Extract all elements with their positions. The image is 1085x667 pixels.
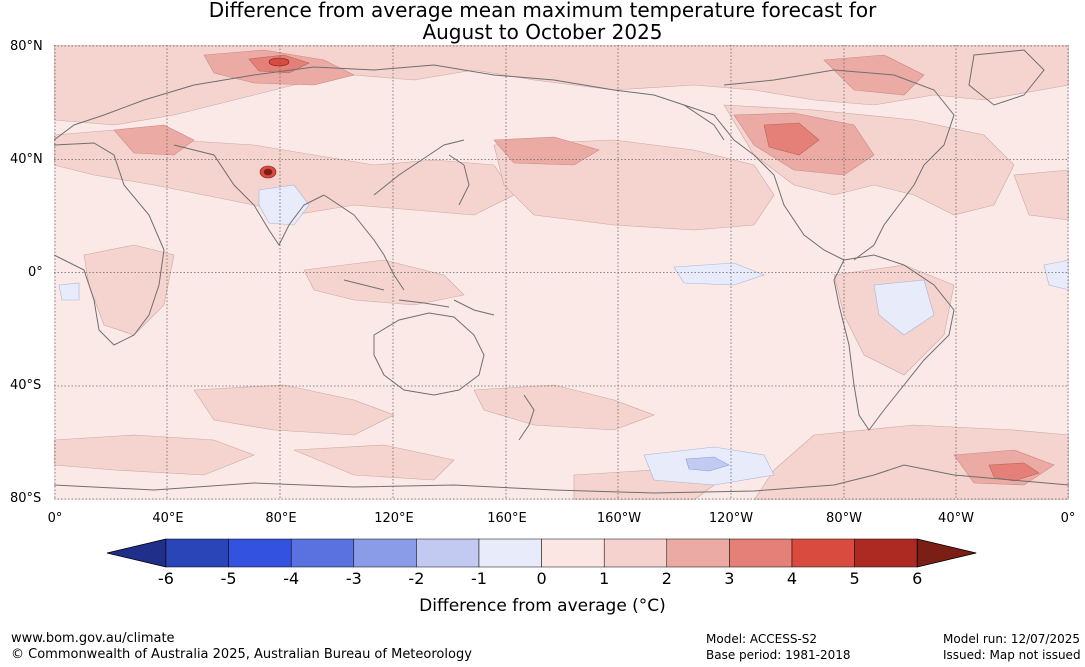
anomaly-minus-1-to-minus-2-region (685, 456, 730, 472)
colorbar-tick-label: -5 (220, 569, 237, 588)
lon-label-40w: 40°W (938, 511, 974, 526)
footer-issued: Issued: Map not issued (943, 648, 1081, 662)
lat-label-40s: 40°S (10, 378, 42, 393)
lon-label-120w: 120°W (708, 511, 754, 526)
colorbar-segment (165, 538, 229, 568)
colorbar-segment (603, 538, 668, 568)
colorbar-tick-label: 4 (786, 569, 798, 588)
footer-copyright: © Commonwealth of Australia 2025, Austra… (11, 647, 472, 662)
colorbar-segment (353, 538, 417, 568)
map-title-line-2: August to October 2025 (422, 20, 663, 44)
colorbar (106, 538, 977, 568)
lat-label-80n: 80°N (10, 39, 43, 54)
colorbar-extension-high (916, 538, 977, 568)
colorbar-segment (666, 538, 730, 568)
anomaly-hot-spots (259, 57, 290, 179)
colorbar-tick-label: -4 (283, 569, 300, 588)
colorbar-segment (290, 538, 355, 568)
colorbar-segment (228, 538, 292, 568)
colorbar-tick-label: -2 (408, 569, 425, 588)
colorbar-tick-label: 1 (599, 569, 610, 588)
lon-label-120e: 120°E (374, 511, 414, 526)
footer-website: www.bom.gov.au/climate (11, 631, 175, 646)
lon-label-160e: 160°E (487, 511, 527, 526)
gridlines (54, 45, 1069, 500)
colorbar-segment (541, 538, 605, 568)
lon-label-0-right: 0° (1060, 511, 1076, 526)
coastlines (54, 49, 1069, 494)
map-title-line-1: Difference from average mean maximum tem… (208, 0, 877, 22)
colorbar-tick-label: 0 (536, 569, 547, 588)
footer-model: Model: ACCESS-S2 (706, 632, 818, 646)
lat-label-40n: 40°N (10, 152, 43, 167)
lon-label-0-left: 0° (47, 511, 63, 526)
footer-base-period: Base period: 1981-2018 (706, 648, 851, 662)
colorbar-tick-label: -3 (345, 569, 362, 588)
anomaly-0-to-minus-1-regions (58, 184, 1069, 486)
colorbar-segment (478, 538, 542, 568)
colorbar-tick-label: 6 (912, 569, 923, 588)
footer-model-run: Model run: 12/07/2025 (943, 632, 1081, 646)
colorbar-tick-label: 2 (661, 569, 672, 588)
colorbar-segment (854, 538, 918, 568)
colorbar-segment (729, 538, 793, 568)
temperature-anomaly-map (54, 45, 1069, 500)
lat-label-equator: 0° (28, 265, 43, 280)
colorbar-tick-label: 3 (724, 569, 735, 588)
lat-label-80s: 80°S (10, 491, 42, 506)
lon-label-80w: 80°W (826, 511, 862, 526)
colorbar-extension-low (106, 538, 167, 568)
colorbar-segment (416, 538, 480, 568)
colorbar-tick-label: -1 (471, 569, 487, 588)
colorbar-title: Difference from average (°C) (419, 596, 666, 616)
lon-label-160w: 160°W (596, 511, 642, 526)
lon-label-80e: 80°E (265, 511, 297, 526)
colorbar-tick-label: -6 (158, 569, 174, 588)
colorbar-segment (791, 538, 855, 568)
colorbar-tick-label: 5 (849, 569, 860, 588)
lon-label-40e: 40°E (152, 511, 184, 526)
